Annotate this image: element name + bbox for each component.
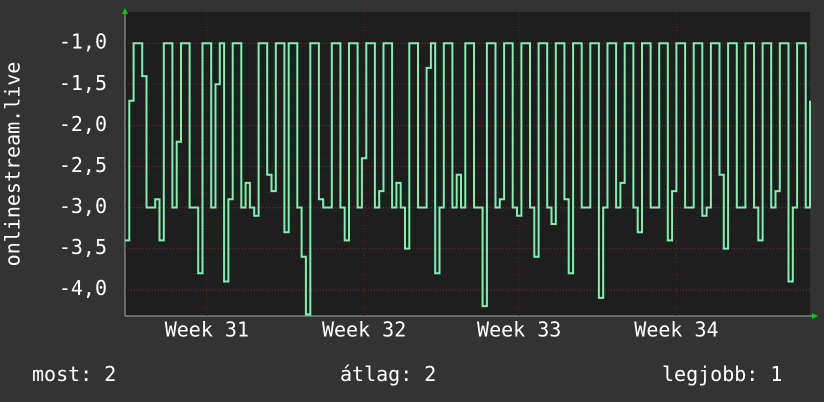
- legend-entry: legjobb: 1: [662, 362, 782, 386]
- legend-label: legjobb:: [662, 362, 758, 386]
- minor-grid: [125, 12, 810, 316]
- axis-arrow: [122, 8, 128, 14]
- x-tick-label: Week 32: [322, 318, 406, 342]
- y-axis-label: onlinestream.live: [1, 62, 25, 267]
- legend: most: 2 átlag: 2 legjobb: 1: [32, 362, 782, 386]
- legend-value: 2: [424, 362, 436, 386]
- legend-value: 2: [104, 362, 116, 386]
- y-tick-label: -4,0: [59, 276, 107, 300]
- y-tick-label: -2,5: [59, 153, 107, 177]
- legend-value: 1: [770, 362, 782, 386]
- x-tick-label: Week 34: [634, 318, 718, 342]
- legend-label: most:: [32, 362, 92, 386]
- y-tick-label: -1,5: [59, 71, 107, 95]
- x-tick-label: Week 33: [477, 318, 561, 342]
- x-tick-label: Week 31: [165, 318, 249, 342]
- axis-arrow: [812, 313, 818, 319]
- legend-label: átlag:: [340, 362, 412, 386]
- data-line: [125, 42, 811, 316]
- y-tick-label: -3,5: [59, 235, 107, 259]
- y-tick-label: -1,0: [59, 30, 107, 54]
- legend-entry: átlag: 2: [340, 362, 436, 386]
- y-tick-label: -3,0: [59, 194, 107, 218]
- legend-entry: most: 2: [32, 362, 116, 386]
- y-tick-label: -2,0: [59, 112, 107, 136]
